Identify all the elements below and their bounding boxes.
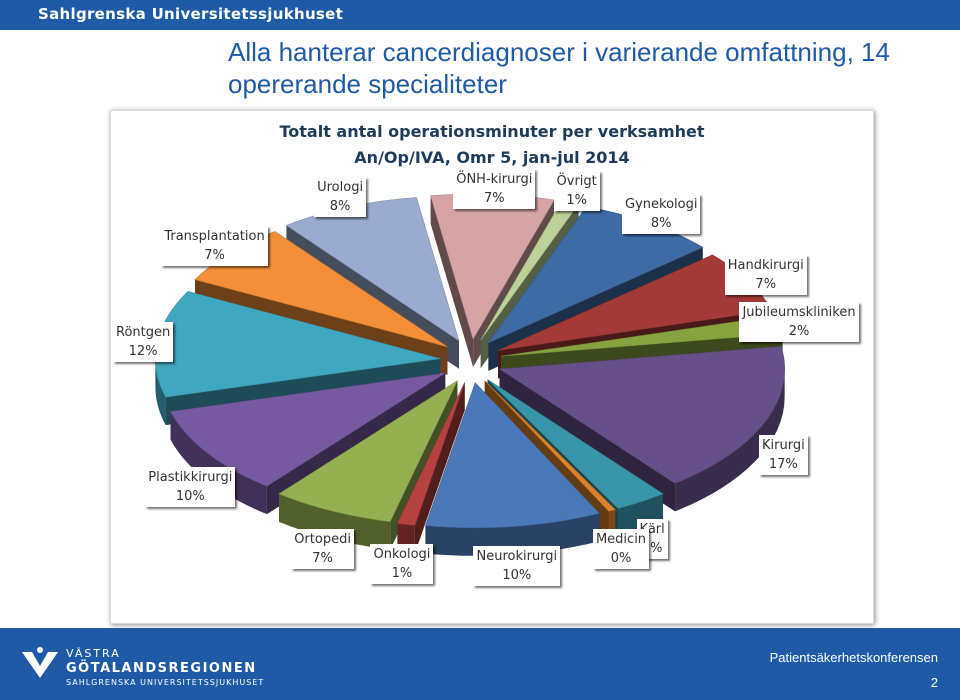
slice-label-handkirurgi: Handkirurgi 7% [724, 255, 807, 296]
slice-label-onkologi: Onkologi 1% [370, 543, 434, 584]
slice-label-transplantation: Transplantation 7% [161, 225, 268, 266]
slice-label-value: 1% [566, 193, 587, 209]
slice-label-value: 1% [391, 565, 413, 581]
chart-title: Totalt antal operationsminuter per verks… [111, 119, 873, 171]
slice-label-neurokirurgi: Neurokirurgi 10% [473, 545, 561, 586]
slice-label-value: 10% [175, 489, 205, 505]
header-bar: Sahlgrenska Universitetssjukhuset [0, 0, 960, 30]
slice-label-value: 7% [312, 551, 333, 567]
pie-chart [155, 193, 785, 556]
slice-label-name: Röntgen [116, 324, 171, 340]
slice-label-value: 2% [788, 324, 810, 340]
slice-label-value: 17% [768, 456, 798, 472]
slice-label-name: Neurokirurgi [476, 548, 558, 564]
slice-label-name: Övrigt [556, 174, 597, 190]
slice-label-urologi: Urologi 8% [314, 176, 367, 217]
slice-label-övrigt: Övrigt 1% [553, 171, 600, 212]
slice-label-kirurgi: Kirurgi 17% [759, 434, 808, 475]
footer-org-line2: GÖTALANDSREGIONEN [66, 661, 257, 676]
slice-label-name: Plastikkirurgi [148, 470, 233, 486]
slice-label-name: Ortopedi [294, 532, 351, 548]
slice-label-value: 0% [610, 550, 632, 566]
pie-slice-neurokirurgi [425, 382, 600, 556]
slice-label-röntgen: Röntgen 12% [113, 321, 174, 362]
slice-label-önh-kirurgi: ÖNH-kirurgi 7% [453, 169, 536, 209]
slide-title: Alla hanterar cancerdiagnoser i varieran… [228, 37, 890, 99]
slice-label-name: ÖNH-kirurgi [456, 172, 533, 187]
slice-label-jubileumskliniken: Jubileumskliniken 2% [739, 302, 859, 343]
page-number: 2 [930, 675, 938, 690]
chart-area: Totalt antal operationsminuter per verks… [110, 110, 874, 624]
slice-label-name: Transplantation [164, 228, 265, 244]
region-logo-icon [22, 647, 58, 678]
slice-label-name: Onkologi [373, 546, 431, 562]
slice-label-medicin: Medicin 0% [592, 528, 650, 569]
hospital-name: Sahlgrenska Universitetssjukhuset [38, 5, 344, 23]
slice-label-gynekologi: Gynekologi 8% [622, 193, 701, 234]
slice-label-name: Handkirurgi [727, 258, 804, 274]
footer-bar: VÄSTRA GÖTALANDSREGIONEN SAHLGRENSKA UNI… [0, 628, 960, 700]
slice-label-name: Medicin [595, 531, 647, 547]
chart-title-line1: Totalt antal operationsminuter per verks… [279, 122, 705, 141]
slice-label-value: 7% [755, 277, 777, 293]
slice-label-ortopedi: Ortopedi 7% [291, 529, 354, 570]
slice-label-value: 7% [204, 247, 225, 263]
slice-label-name: Gynekologi [625, 196, 698, 212]
slice-label-name: Urologi [317, 179, 364, 195]
footer-org-line1: VÄSTRA [66, 647, 121, 660]
pie-slice-onkologi [396, 382, 465, 554]
slice-label-value: 8% [329, 198, 351, 214]
slice-label-value: 8% [650, 215, 672, 231]
slice-label-value: 12% [128, 343, 158, 359]
footer-org-line3: SAHLGRENSKA UNIVERSITETSSJUKHUSET [66, 678, 265, 687]
slice-label-plastikkirurgi: Plastikkirurgi 10% [145, 467, 236, 508]
slice-label-name: Kirurgi [762, 437, 805, 453]
slice-label-name: Jubileumskliniken [742, 305, 856, 321]
conference-name: Patientsäkerhetskonferensen [769, 650, 938, 665]
chart-title-line2: An/Op/IVA, Omr 5, jan-jul 2014 [354, 148, 630, 167]
slice-label-value: 10% [502, 567, 532, 583]
slice-label-value: 7% [483, 191, 505, 206]
